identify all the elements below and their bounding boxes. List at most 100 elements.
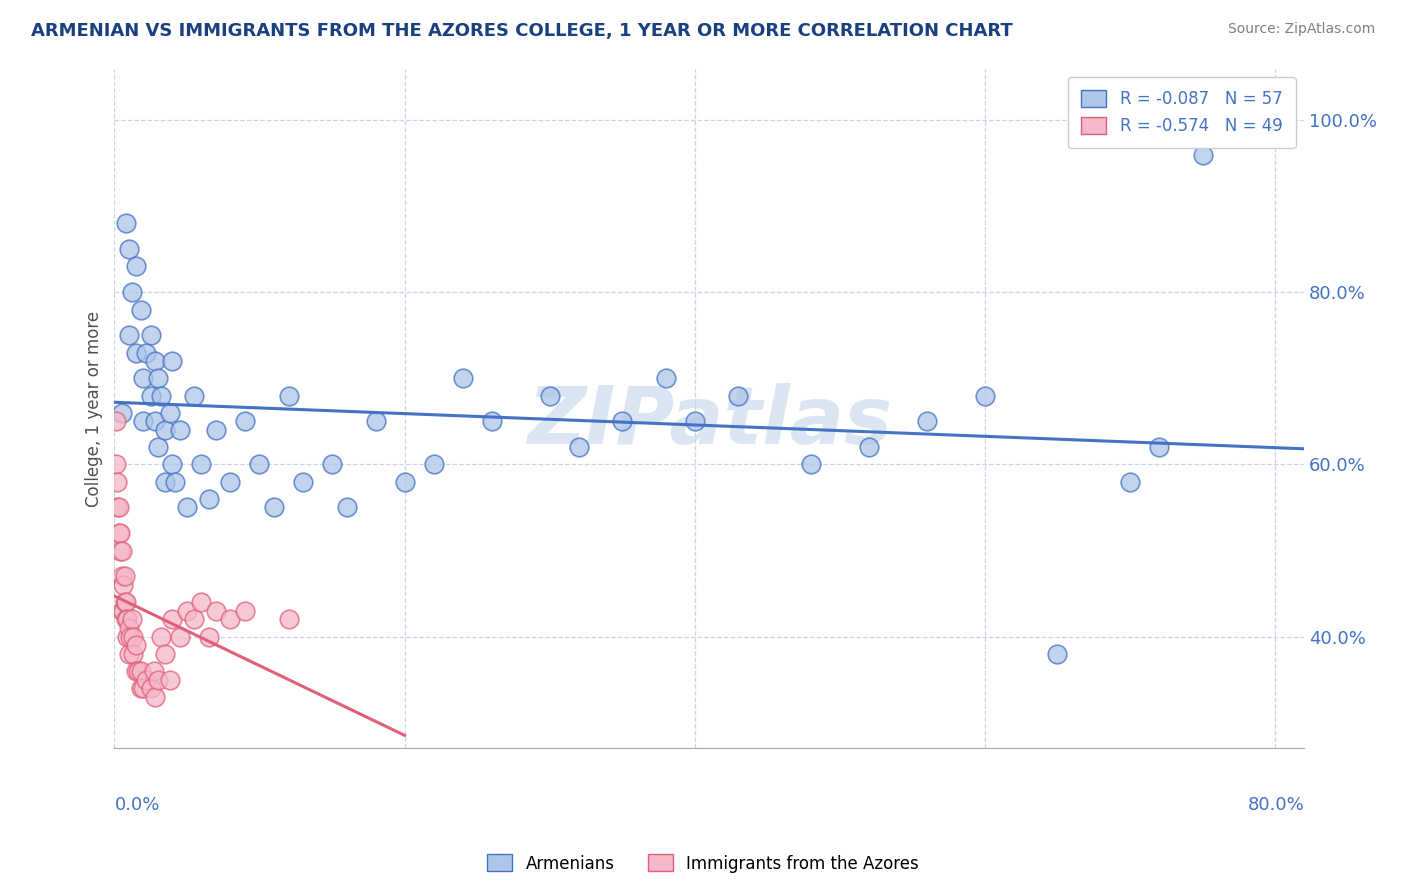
- Point: [118, 621, 141, 635]
- Point: [111, 406, 134, 420]
- Point: [132, 371, 155, 385]
- Point: [129, 302, 152, 317]
- Point: [146, 673, 169, 687]
- Point: [190, 595, 212, 609]
- Point: [111, 569, 134, 583]
- Point: [1046, 647, 1069, 661]
- Point: [915, 414, 938, 428]
- Point: [219, 475, 242, 489]
- Point: [183, 612, 205, 626]
- Point: [117, 612, 139, 626]
- Point: [169, 630, 191, 644]
- Point: [135, 345, 157, 359]
- Point: [146, 440, 169, 454]
- Point: [143, 414, 166, 428]
- Point: [176, 500, 198, 515]
- Point: [153, 423, 176, 437]
- Point: [568, 440, 591, 454]
- Point: [122, 647, 145, 661]
- Point: [249, 458, 271, 472]
- Point: [197, 630, 219, 644]
- Point: [858, 440, 880, 454]
- Point: [683, 414, 706, 428]
- Point: [132, 414, 155, 428]
- Legend: R = -0.087   N = 57, R = -0.574   N = 49: R = -0.087 N = 57, R = -0.574 N = 49: [1069, 77, 1296, 148]
- Point: [149, 388, 172, 402]
- Text: 0.0%: 0.0%: [114, 796, 160, 814]
- Point: [142, 664, 165, 678]
- Point: [481, 414, 503, 428]
- Point: [139, 328, 162, 343]
- Text: ZIPatlas: ZIPatlas: [527, 383, 891, 461]
- Point: [153, 475, 176, 489]
- Point: [162, 458, 184, 472]
- Point: [277, 388, 299, 402]
- Point: [1191, 147, 1213, 161]
- Point: [143, 690, 166, 704]
- Point: [364, 414, 387, 428]
- Point: [263, 500, 285, 515]
- Point: [118, 328, 141, 343]
- Point: [114, 569, 136, 583]
- Point: [335, 500, 357, 515]
- Point: [1147, 440, 1170, 454]
- Point: [105, 500, 128, 515]
- Point: [139, 681, 162, 696]
- Point: [139, 388, 162, 402]
- Point: [219, 612, 242, 626]
- Point: [118, 242, 141, 256]
- Point: [277, 612, 299, 626]
- Point: [111, 543, 134, 558]
- Point: [112, 604, 135, 618]
- Point: [197, 491, 219, 506]
- Point: [205, 604, 228, 618]
- Point: [233, 414, 256, 428]
- Point: [205, 423, 228, 437]
- Point: [394, 475, 416, 489]
- Point: [800, 458, 823, 472]
- Point: [149, 630, 172, 644]
- Point: [169, 423, 191, 437]
- Point: [110, 526, 132, 541]
- Point: [292, 475, 315, 489]
- Point: [121, 612, 143, 626]
- Point: [233, 604, 256, 618]
- Point: [127, 664, 149, 678]
- Point: [183, 388, 205, 402]
- Point: [538, 388, 561, 402]
- Point: [153, 647, 176, 661]
- Point: [117, 630, 139, 644]
- Point: [162, 612, 184, 626]
- Point: [146, 371, 169, 385]
- Point: [422, 458, 444, 472]
- Point: [122, 630, 145, 644]
- Point: [159, 406, 181, 420]
- Y-axis label: College, 1 year or more: College, 1 year or more: [86, 310, 103, 507]
- Point: [321, 458, 343, 472]
- Point: [107, 500, 129, 515]
- Point: [612, 414, 634, 428]
- Point: [143, 354, 166, 368]
- Point: [112, 578, 135, 592]
- Point: [125, 638, 148, 652]
- Point: [135, 673, 157, 687]
- Point: [132, 681, 155, 696]
- Text: Source: ZipAtlas.com: Source: ZipAtlas.com: [1227, 22, 1375, 37]
- Point: [162, 354, 184, 368]
- Point: [159, 673, 181, 687]
- Text: ARMENIAN VS IMMIGRANTS FROM THE AZORES COLLEGE, 1 YEAR OR MORE CORRELATION CHART: ARMENIAN VS IMMIGRANTS FROM THE AZORES C…: [31, 22, 1012, 40]
- Legend: Armenians, Immigrants from the Azores: Armenians, Immigrants from the Azores: [481, 847, 925, 880]
- Point: [190, 458, 212, 472]
- Point: [114, 595, 136, 609]
- Point: [654, 371, 676, 385]
- Point: [110, 543, 132, 558]
- Point: [115, 612, 138, 626]
- Point: [105, 475, 128, 489]
- Point: [115, 217, 138, 231]
- Point: [129, 664, 152, 678]
- Point: [120, 630, 142, 644]
- Point: [1119, 475, 1142, 489]
- Point: [104, 458, 127, 472]
- Text: 80.0%: 80.0%: [1247, 796, 1305, 814]
- Point: [727, 388, 749, 402]
